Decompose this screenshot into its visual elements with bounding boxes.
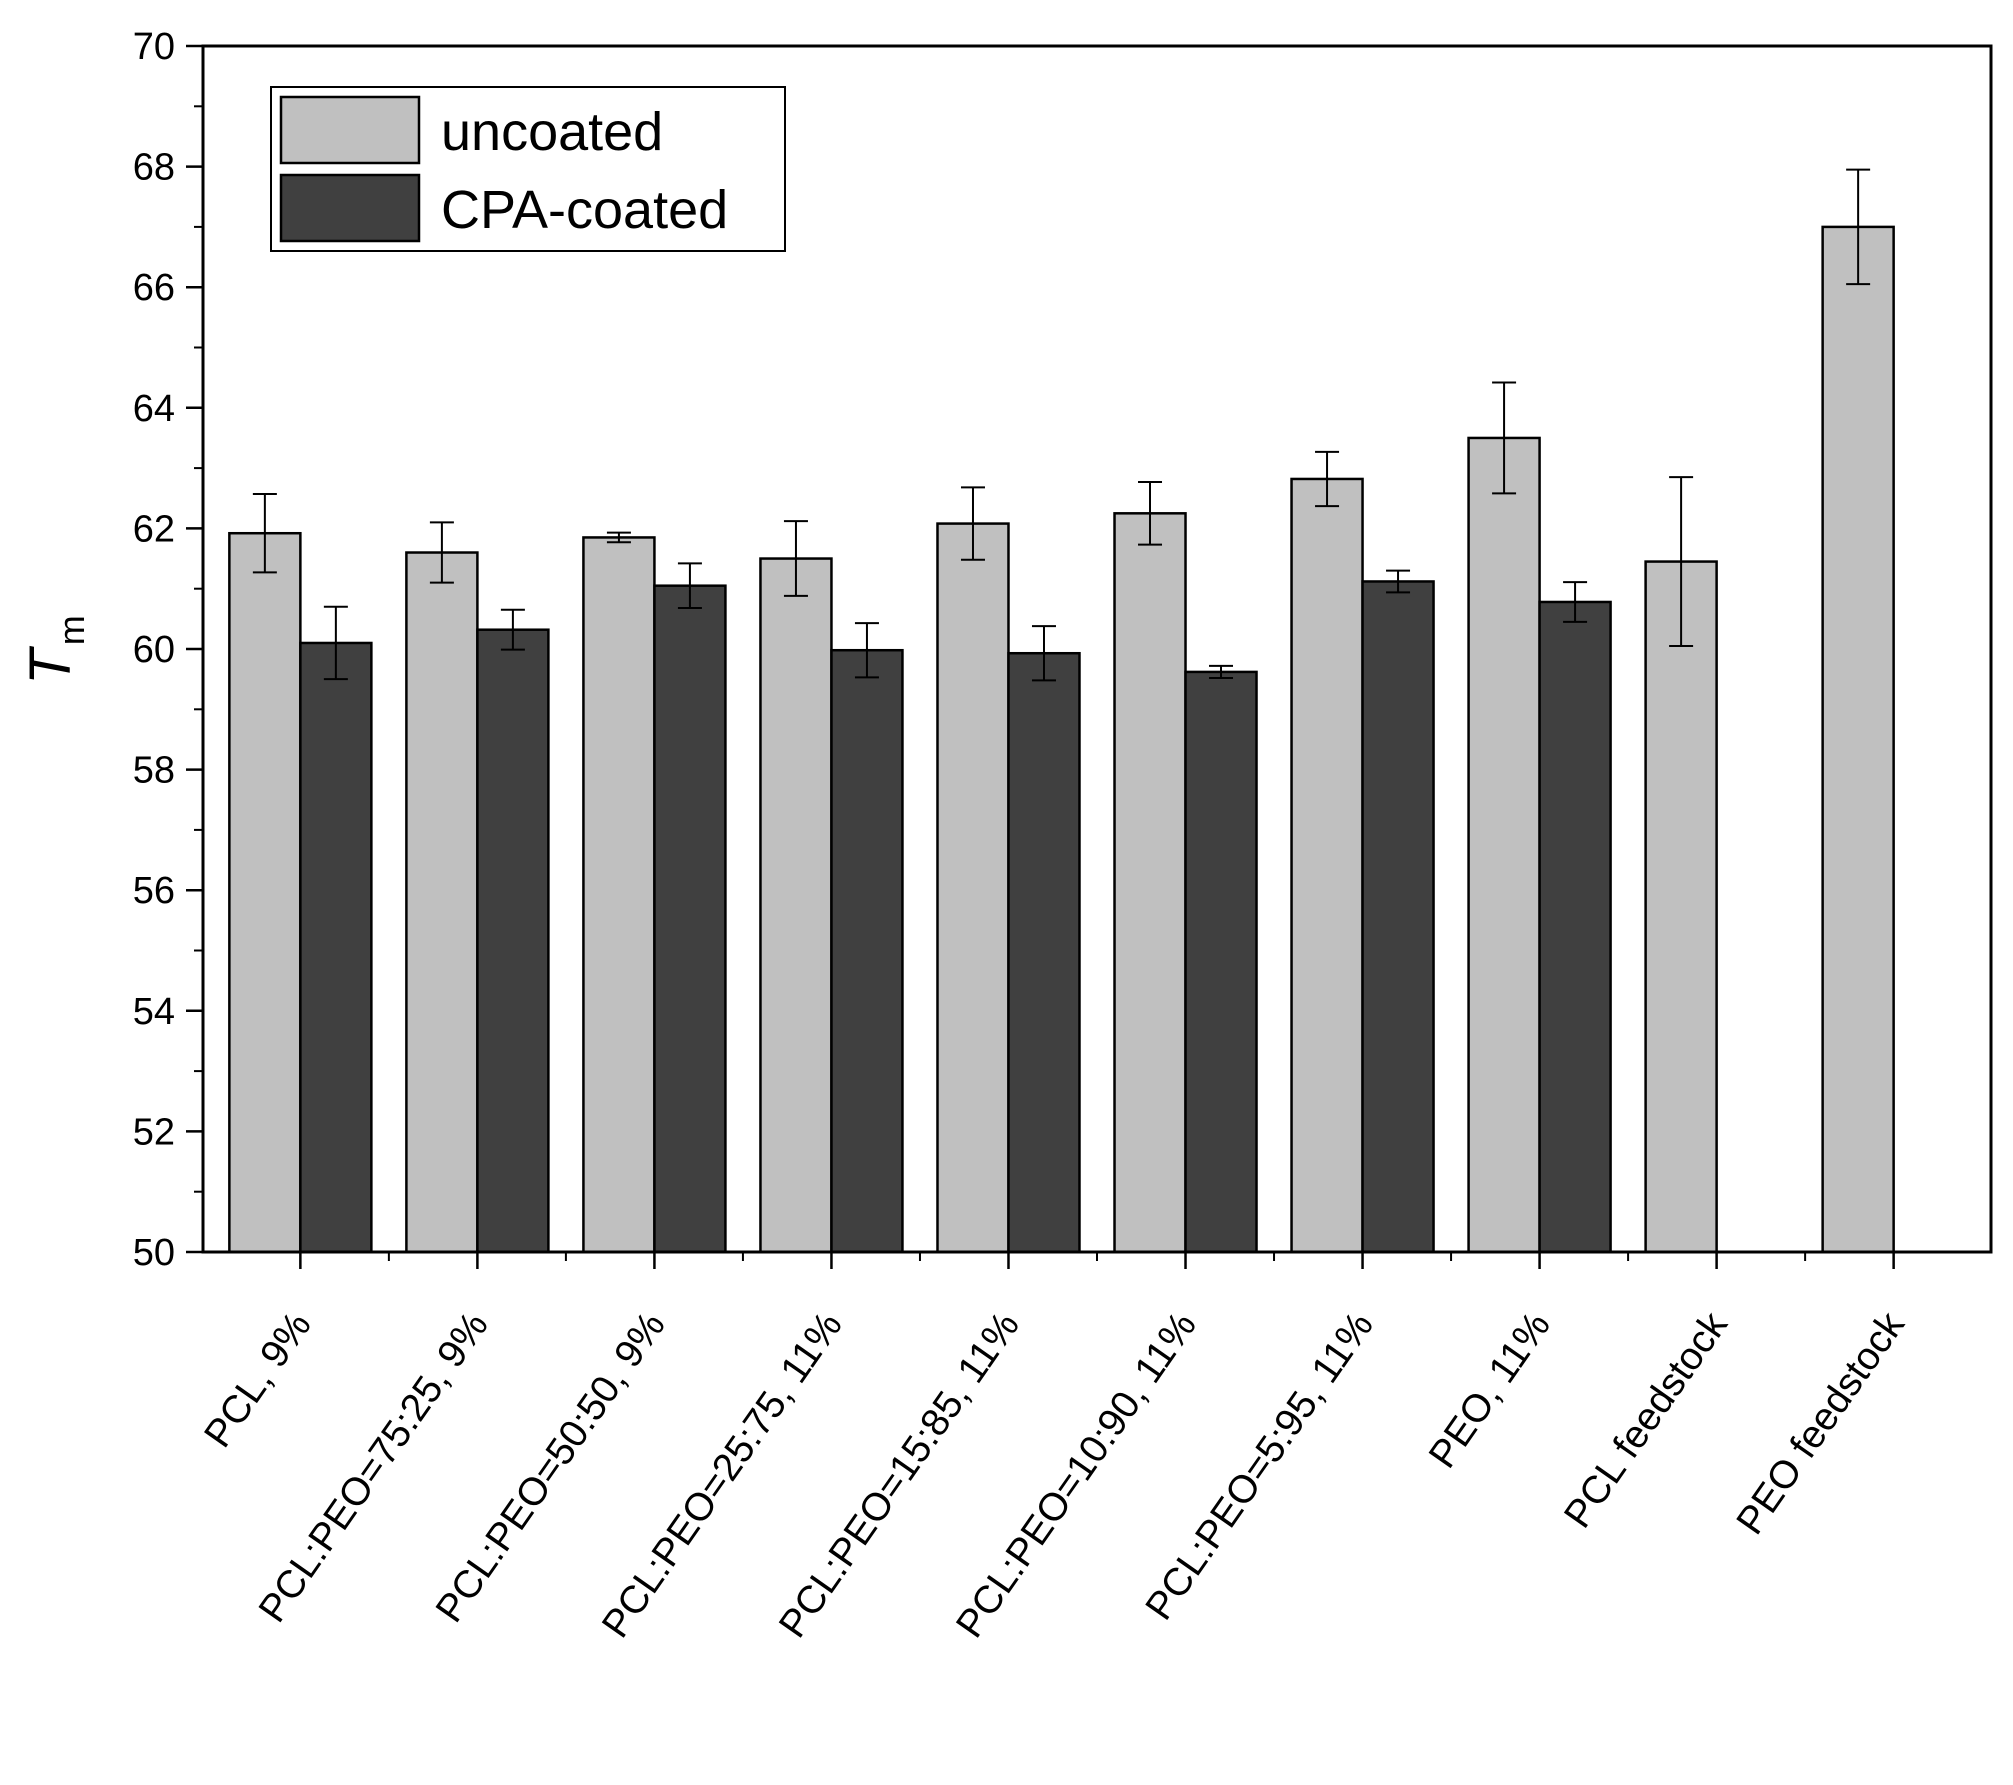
y-tick-label: 64 bbox=[133, 388, 175, 430]
y-tick-label: 70 bbox=[133, 26, 175, 68]
legend-swatch-uncoated bbox=[279, 95, 421, 165]
bar-uncoated bbox=[936, 522, 1010, 1254]
y-tick-label: 52 bbox=[133, 1111, 175, 1153]
bar-cpa-coated bbox=[1007, 651, 1081, 1254]
bar-uncoated bbox=[1821, 225, 1895, 1254]
y-tick-label: 56 bbox=[133, 870, 175, 912]
y-tick-label: 62 bbox=[133, 508, 175, 550]
bar-uncoated bbox=[582, 536, 656, 1254]
legend-label-uncoated: uncoated bbox=[441, 102, 663, 162]
y-tick-label: 54 bbox=[133, 991, 175, 1033]
bar-uncoated bbox=[1467, 436, 1541, 1254]
x-tick-label: PCL feedstock bbox=[1556, 1304, 1736, 1536]
bar-cpa-coated bbox=[299, 641, 373, 1254]
bar-cpa-coated bbox=[1361, 580, 1435, 1254]
plot-frame bbox=[201, 44, 1993, 1254]
bar-uncoated bbox=[228, 531, 302, 1254]
bar-cpa-coated bbox=[653, 584, 727, 1254]
x-tick-label: PEO, 11% bbox=[1421, 1304, 1559, 1475]
legend-label-cpa-coated: CPA-coated bbox=[441, 180, 728, 240]
x-tick-label: PCL, 9% bbox=[196, 1304, 320, 1455]
y-tick-label: 50 bbox=[133, 1232, 175, 1274]
bar-cpa-coated bbox=[1184, 670, 1258, 1254]
bar-cpa-coated bbox=[830, 648, 904, 1254]
x-tick-label: PEO feedstock bbox=[1729, 1304, 1914, 1542]
legend-swatch-cpa-coated bbox=[279, 173, 421, 243]
bar-cpa-coated bbox=[476, 628, 550, 1254]
legend: uncoated CPA-coated bbox=[270, 86, 786, 252]
plot-area: PCL, 9%PCL:PEO=75:25, 9%PCL:PEO=50:50, 9… bbox=[133, 26, 1993, 1646]
bar-uncoated bbox=[1113, 512, 1187, 1254]
bar-uncoated bbox=[1290, 477, 1364, 1254]
bar-cpa-coated bbox=[1538, 600, 1612, 1254]
y-tick-label: 68 bbox=[133, 147, 175, 189]
bar-uncoated bbox=[1644, 560, 1718, 1254]
bar-uncoated bbox=[405, 551, 479, 1254]
y-tick-label: 66 bbox=[133, 267, 175, 309]
bar-uncoated bbox=[759, 557, 833, 1254]
y-tick-label: 60 bbox=[133, 629, 175, 671]
y-axis-label-text: Tm bbox=[18, 615, 92, 684]
y-axis-label: Tm bbox=[18, 615, 92, 684]
y-tick-label: 58 bbox=[133, 750, 175, 792]
